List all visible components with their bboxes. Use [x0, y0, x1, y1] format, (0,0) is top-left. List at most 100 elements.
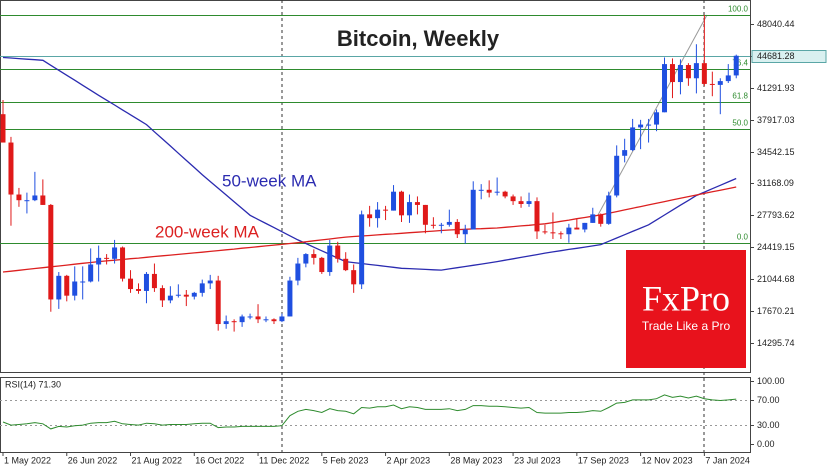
candle-body	[271, 319, 277, 322]
candle-body	[40, 195, 46, 205]
ma-line	[2, 56, 737, 271]
ma-label: 50-week MA	[222, 171, 317, 190]
candle-body	[223, 321, 229, 325]
candle-body	[8, 142, 14, 195]
candle-body	[135, 289, 141, 291]
last-price-box	[751, 50, 827, 63]
candle-body	[598, 214, 604, 224]
candle-body	[733, 55, 739, 76]
candle-body	[215, 280, 221, 325]
candle-body	[566, 227, 572, 235]
y-tick-label: 24419.15	[757, 242, 795, 252]
candle-body	[391, 191, 397, 211]
candle-body	[582, 222, 588, 230]
candle-body	[375, 209, 381, 219]
logo-tagline: Trade Like a Pro	[642, 319, 731, 333]
y-tick-label: 41291.93	[757, 83, 795, 93]
chart-title: Bitcoin, Weekly	[337, 26, 500, 51]
y-tick-label: 21044.68	[757, 274, 795, 284]
y-tick-label: 17670.21	[757, 306, 795, 316]
y-tick-label: 34542.15	[757, 147, 795, 157]
candle-body	[677, 65, 683, 83]
candle-body	[191, 292, 197, 297]
y-tick-label: 37917.03	[757, 115, 795, 125]
candle-body	[574, 227, 580, 230]
fib-label: 0.0	[737, 233, 749, 242]
fib-label: 61.8	[732, 92, 748, 101]
candle-body	[558, 233, 564, 235]
candle-body	[32, 195, 38, 201]
candle-body	[175, 294, 181, 296]
ma-line	[2, 186, 737, 273]
candle-body	[167, 295, 173, 301]
candle-body	[717, 81, 723, 85]
candle-body	[56, 275, 62, 300]
candle-body	[701, 63, 707, 84]
candle-body	[518, 201, 524, 204]
candle-body	[48, 204, 54, 300]
candle-body	[725, 75, 731, 82]
x-tick-label: 11 Dec 2022	[259, 455, 309, 465]
candle-body	[590, 214, 596, 223]
candle-body	[303, 254, 309, 264]
candle-body	[502, 191, 508, 197]
candle-body	[542, 231, 548, 233]
candle-body	[478, 189, 484, 191]
candle-body	[295, 263, 301, 281]
candle-body	[72, 281, 78, 296]
y-tick-label: 14295.74	[757, 338, 795, 348]
x-tick-label: 26 Jun 2022	[68, 455, 118, 465]
candle-body	[207, 280, 213, 284]
candle-body	[279, 316, 285, 322]
candle-body	[630, 127, 636, 151]
candle-body	[510, 196, 516, 202]
candle-body	[159, 288, 165, 301]
candle-body	[709, 83, 715, 85]
y-tick-label: 48040.44	[757, 19, 795, 29]
candle-body	[255, 316, 261, 320]
candle-body	[96, 257, 102, 265]
x-tick-label: 1 May 2022	[4, 455, 51, 465]
fib-label: 76.4	[732, 59, 748, 68]
y-tick-label: 44681.28	[757, 51, 795, 61]
main-panel	[0, 0, 751, 373]
candle-body	[406, 202, 412, 216]
candle-body	[662, 64, 668, 113]
candle-body	[383, 209, 389, 211]
candle-body	[454, 221, 460, 235]
candle-body	[606, 195, 612, 224]
x-tick-label: 2 Apr 2023	[387, 455, 431, 465]
y-tick-label: 31168.09	[757, 178, 794, 188]
y-tick-label: 100.00	[757, 376, 785, 386]
candle-body	[693, 63, 699, 79]
candle-body	[80, 281, 86, 283]
candle-body	[151, 273, 157, 289]
x-tick-label: 28 May 2023	[450, 455, 502, 465]
candle-body	[327, 245, 333, 273]
candle-body	[199, 283, 205, 293]
candle-body	[638, 124, 644, 128]
candle-body	[128, 278, 134, 290]
logo-box	[626, 250, 746, 368]
candle-body	[319, 257, 325, 273]
ma-label: 200-week MA	[155, 222, 260, 241]
candle-body	[16, 194, 22, 201]
candle-body	[462, 229, 468, 235]
candle-body	[287, 280, 293, 317]
plot-layer: 100.0 76.4 61.8 50.0 0.0 48040.44 44681.28 4129…	[0, 5, 827, 465]
candle-body	[311, 254, 317, 258]
candle-body	[183, 294, 189, 297]
x-tick-label: 23 Jul 2023	[514, 455, 561, 465]
fib-label: 50.0	[732, 119, 748, 128]
candle-body	[654, 112, 660, 125]
x-tick-label: 5 Feb 2023	[323, 455, 369, 465]
candle-body	[414, 202, 420, 205]
x-tick-label: 21 Aug 2022	[132, 455, 183, 465]
candle-body	[669, 64, 675, 83]
candle-body	[470, 189, 476, 230]
candle-body	[486, 189, 492, 193]
y-tick-label: 27793.62	[757, 210, 795, 220]
y-tick-label: 70.00	[757, 395, 780, 405]
candle-body	[685, 65, 691, 79]
candle-body	[614, 155, 620, 196]
